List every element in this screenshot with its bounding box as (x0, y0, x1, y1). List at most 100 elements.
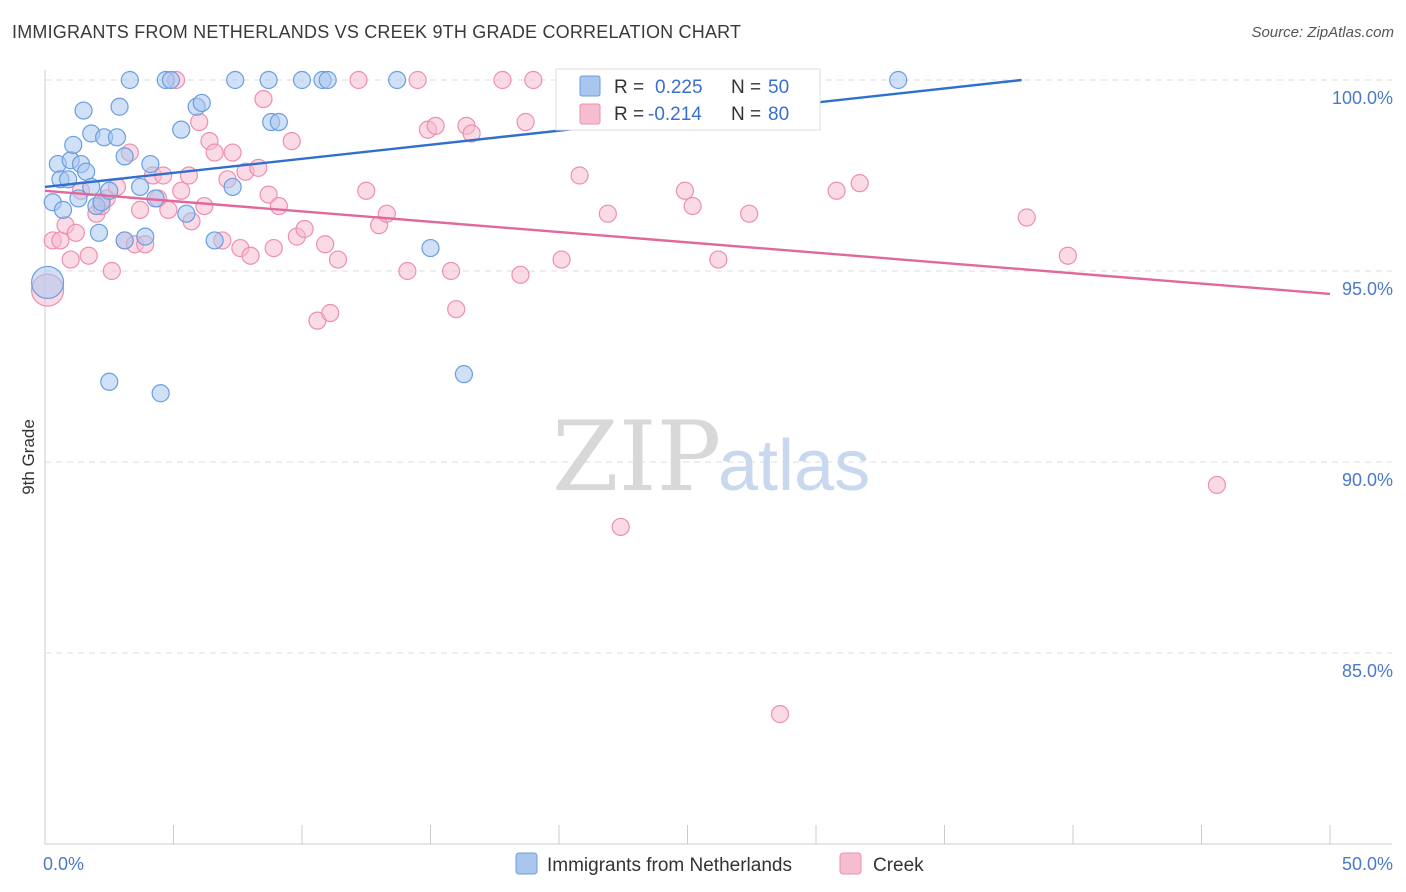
legend-r-label-1: R = (614, 77, 644, 98)
netherlands-point (421, 238, 440, 258)
x-tick-label: 50.0% (1342, 854, 1393, 874)
creek-point (524, 70, 543, 90)
netherlands-point (30, 265, 65, 300)
creek-point (1058, 246, 1077, 265)
creek-point (611, 517, 630, 537)
netherlands-trend-line (44, 78, 1022, 189)
creek-point (328, 250, 348, 269)
legend-n-value-2: 80 (768, 104, 789, 125)
netherlands-point (292, 70, 312, 90)
netherlands-point (205, 231, 224, 250)
y-tick-labels: 100.0% 95.0% 90.0% 85.0% (1332, 88, 1393, 681)
creek-point (223, 143, 242, 162)
watermark: ZIP atlas (552, 401, 870, 513)
netherlands-point (53, 200, 73, 219)
creek-point (254, 89, 273, 109)
creek-point (1017, 208, 1036, 227)
netherlands-point (269, 112, 288, 132)
trend-lines (44, 78, 1331, 296)
netherlands-point (172, 120, 191, 139)
series-legend: Immigrants from Netherlands Creek (515, 852, 924, 876)
netherlands-point (318, 70, 337, 90)
y-tick-label: 90.0% (1342, 470, 1393, 490)
creek-point (511, 265, 530, 284)
creek-point (426, 116, 445, 135)
creek-point (282, 132, 301, 151)
bottom-legend-swatch-creek[interactable] (839, 852, 862, 875)
netherlands-point (74, 101, 93, 120)
legend-r-value-2: -0.214 (648, 104, 702, 125)
creek-point (172, 181, 191, 200)
netherlands-point (64, 135, 83, 155)
legend-n-label-1: N = (731, 77, 761, 98)
y-tick-label: 85.0% (1342, 661, 1393, 681)
legend-r-value-1: 0.225 (655, 77, 703, 98)
watermark-atlas: atlas (718, 426, 870, 506)
creek-point (321, 303, 340, 323)
netherlands-point (136, 227, 155, 246)
bottom-legend-label-netherlands[interactable]: Immigrants from Netherlands (547, 855, 792, 876)
netherlands-point (387, 70, 407, 90)
creek-point (190, 112, 209, 132)
netherlands-point (177, 204, 196, 223)
netherlands-point (161, 70, 181, 90)
creek-point (598, 204, 617, 223)
creek-point (740, 204, 759, 223)
creek-trend-line (44, 189, 1331, 296)
legend-swatch-netherlands (579, 75, 601, 97)
creek-point (316, 235, 335, 254)
creek-point (241, 246, 260, 265)
creek-point (827, 181, 846, 200)
creek-point (79, 246, 98, 265)
netherlands-point (454, 365, 474, 384)
creek-point (552, 250, 571, 269)
x-tick-label: 0.0% (43, 854, 84, 874)
creek-point (516, 112, 535, 132)
netherlands-point (89, 223, 109, 242)
netherlands-point (115, 147, 134, 166)
legend-n-label-2: N = (731, 104, 761, 125)
creek-point (447, 300, 466, 319)
creek-point (441, 261, 461, 281)
creek-point (259, 185, 278, 204)
creek-point (357, 181, 376, 200)
creek-point (349, 70, 368, 90)
netherlands-point (100, 372, 119, 391)
creek-point (570, 166, 589, 185)
x-tick-labels: 0.0% 50.0% (43, 854, 1393, 874)
creek-point (205, 143, 224, 162)
creek-point (709, 250, 728, 269)
bottom-legend-swatch-netherlands[interactable] (515, 852, 538, 875)
creek-point (269, 196, 288, 216)
creek-point (195, 196, 214, 216)
creek-point (102, 261, 121, 281)
source-note: Source: ZipAtlas.com (1251, 24, 1394, 41)
y-axis-label: 9th Grade (19, 419, 38, 495)
legend-r-label-2: R = (614, 104, 644, 125)
netherlands-point (226, 70, 245, 90)
netherlands-point (151, 384, 170, 403)
legend-swatch-creek (579, 103, 601, 125)
netherlands-point (223, 177, 242, 197)
netherlands-point (889, 70, 908, 90)
creek-point (1207, 475, 1227, 495)
stats-legend: R = 0.225 N = 50 R = -0.214 N = 80 (555, 68, 821, 131)
netherlands-point (77, 162, 96, 181)
y-tick-label: 100.0% (1332, 88, 1393, 108)
creek-point (66, 223, 85, 242)
netherlands-point (130, 177, 150, 197)
creek-point (61, 250, 80, 269)
creek-point (850, 174, 869, 193)
netherlands-point (110, 97, 129, 116)
creek-point (398, 261, 417, 281)
netherlands-point (120, 70, 139, 90)
netherlands-point (141, 154, 160, 174)
bottom-legend-label-creek[interactable]: Creek (873, 855, 924, 876)
creek-point (51, 231, 70, 250)
netherlands-point (115, 231, 134, 250)
creek-point (462, 124, 481, 143)
chart-title: IMMIGRANTS FROM NETHERLANDS VS CREEK 9TH… (12, 22, 742, 42)
creek-point (493, 70, 512, 90)
creek-point (683, 196, 702, 216)
